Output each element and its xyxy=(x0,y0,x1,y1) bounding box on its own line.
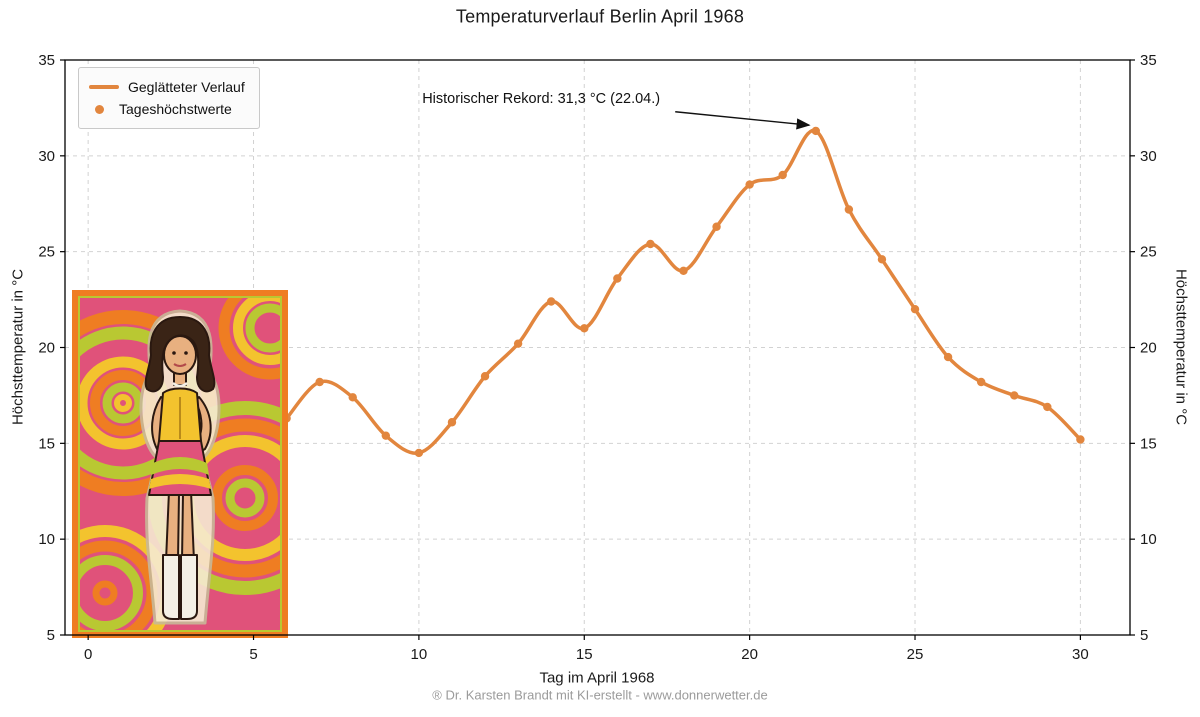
y-tick-label-left: 15 xyxy=(38,435,55,452)
y-tick-label-right: 15 xyxy=(1140,435,1157,452)
psychedelic-poster-image xyxy=(72,290,288,638)
data-point-marker xyxy=(1076,435,1085,444)
data-point-marker xyxy=(877,255,887,264)
y-tick-label-right: 5 xyxy=(1140,627,1148,644)
data-point-marker xyxy=(546,297,556,306)
y-axis-label-left: Höchsttemperatur in °C xyxy=(9,268,27,426)
data-point-marker xyxy=(348,393,357,402)
data-point-marker xyxy=(580,324,589,333)
y-tick-label-right: 35 xyxy=(1140,52,1157,69)
data-point-marker xyxy=(811,126,820,136)
data-point-marker xyxy=(613,274,622,283)
y-tick-label-right: 25 xyxy=(1140,244,1157,261)
data-point-marker xyxy=(480,372,490,381)
y-tick-label-left: 25 xyxy=(38,244,55,261)
data-point-marker xyxy=(414,448,424,458)
data-point-marker xyxy=(844,205,854,214)
x-tick-label: 15 xyxy=(576,646,593,663)
x-axis-label: Tag im April 1968 xyxy=(539,669,655,687)
legend-item-marker: Tageshöchstwerte xyxy=(89,98,245,120)
x-tick-label: 25 xyxy=(907,646,924,663)
line-sample-icon xyxy=(89,85,119,89)
x-tick-label: 5 xyxy=(249,646,257,663)
data-point-marker xyxy=(381,431,391,440)
data-point-marker xyxy=(910,304,920,314)
y-axis-label-right: Höchsttemperatur in °C xyxy=(1172,268,1190,426)
marker-sample-icon xyxy=(95,104,104,114)
data-point-marker xyxy=(943,352,953,362)
footer-credit: ® Dr. Karsten Brandt mit KI-erstellt - w… xyxy=(432,687,768,703)
y-tick-label-right: 10 xyxy=(1140,531,1157,548)
x-tick-label: 30 xyxy=(1072,646,1089,663)
temperature-line xyxy=(284,128,1083,455)
x-tick-label: 20 xyxy=(741,646,758,663)
x-tick-label: 10 xyxy=(411,646,428,663)
data-point-marker xyxy=(679,266,688,276)
data-point-marker xyxy=(513,339,523,348)
y-tick-label-left: 5 xyxy=(47,627,55,644)
legend-item-line: Geglätteter Verlauf xyxy=(89,76,245,98)
y-tick-label-right: 20 xyxy=(1140,340,1157,357)
y-tick-label-right: 30 xyxy=(1140,148,1157,165)
data-point-marker xyxy=(778,170,787,180)
legend-label: Geglätteter Verlauf xyxy=(128,79,245,95)
y-tick-label-left: 10 xyxy=(38,531,55,548)
chart-title: Temperaturverlauf Berlin April 1968 xyxy=(455,6,745,27)
data-point-marker xyxy=(745,180,754,189)
data-point-marker xyxy=(315,377,324,387)
chart-legend[interactable]: Geglätteter Verlauf Tageshöchstwerte xyxy=(78,67,260,129)
legend-label: Tageshöchstwerte xyxy=(119,101,232,117)
data-point-marker xyxy=(976,377,986,387)
y-tick-label-left: 30 xyxy=(38,148,55,165)
data-point-marker xyxy=(1010,391,1019,400)
record-annotation-arrow xyxy=(675,111,811,130)
y-tick-label-left: 35 xyxy=(38,52,55,69)
y-tick-label-left: 20 xyxy=(38,340,55,357)
data-point-marker xyxy=(646,239,655,249)
x-tick-label: 0 xyxy=(84,646,92,663)
record-annotation-text: Historischer Rekord: 31,3 °C (22.04.) xyxy=(422,91,660,107)
data-point-marker xyxy=(1043,402,1052,412)
data-point-marker xyxy=(447,418,457,427)
data-point-marker xyxy=(712,222,721,231)
